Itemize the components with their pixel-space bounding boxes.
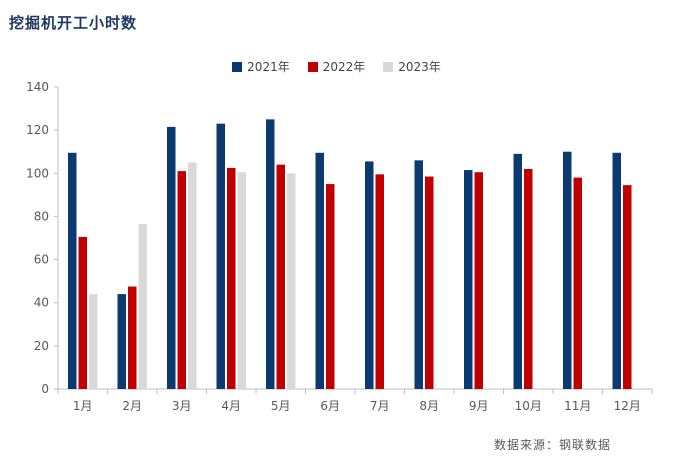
bar-2022年-2月 xyxy=(128,286,137,389)
y-tick-label: 80 xyxy=(34,209,49,223)
bar-2022年-4月 xyxy=(227,167,236,389)
x-tick-label: 3月 xyxy=(172,399,192,413)
bar-2022年-12月 xyxy=(623,185,632,389)
legend-item-2022: 2022年 xyxy=(307,58,366,75)
bar-2022年-3月 xyxy=(177,171,186,389)
bar-2021年-1月 xyxy=(68,152,77,389)
bar-2021年-11月 xyxy=(563,151,572,389)
bar-2021年-8月 xyxy=(414,160,423,389)
bar-2022年-5月 xyxy=(276,164,285,389)
x-tick-label: 5月 xyxy=(271,399,291,413)
bar-2022年-7月 xyxy=(375,174,384,389)
legend-swatch-2022 xyxy=(307,61,318,72)
bar-2021年-3月 xyxy=(167,126,176,390)
x-tick-label: 2月 xyxy=(122,399,142,413)
y-tick-label: 100 xyxy=(26,166,49,180)
bar-2022年-10月 xyxy=(524,168,533,389)
bar-2023年-5月 xyxy=(287,173,296,389)
x-tick-label: 4月 xyxy=(221,399,241,413)
legend-swatch-2021 xyxy=(232,61,243,72)
x-tick-label: 8月 xyxy=(419,399,439,413)
x-tick-label: 6月 xyxy=(320,399,340,413)
x-tick-label: 10月 xyxy=(515,399,542,413)
legend-label-2022: 2022年 xyxy=(322,60,366,74)
x-tick-label: 7月 xyxy=(370,399,390,413)
bar-2023年-4月 xyxy=(237,172,246,389)
y-tick-label: 60 xyxy=(34,253,49,267)
bar-2022年-8月 xyxy=(425,176,434,389)
bar-2023年-3月 xyxy=(188,162,197,389)
x-tick-label: 1月 xyxy=(73,399,93,413)
y-tick-label: 20 xyxy=(34,339,49,353)
x-tick-label: 12月 xyxy=(614,399,641,413)
chart-title: 挖掘机开工小时数 xyxy=(9,14,138,32)
y-tick-label: 140 xyxy=(26,80,49,94)
bar-2021年-4月 xyxy=(216,123,225,390)
legend: 2021年 2022年 2023年 xyxy=(0,58,673,75)
legend-label-2023: 2023年 xyxy=(398,60,441,74)
legend-swatch-2023 xyxy=(383,61,394,72)
bar-2021年-10月 xyxy=(513,153,522,389)
x-tick-label: 11月 xyxy=(564,399,591,413)
bar-2022年-6月 xyxy=(326,184,335,389)
legend-item-2021: 2021年 xyxy=(232,58,290,75)
bar-2023年-1月 xyxy=(89,294,98,389)
y-tick-label: 40 xyxy=(34,296,49,310)
bar-2021年-9月 xyxy=(464,170,473,389)
bar-2021年-6月 xyxy=(315,152,324,389)
source-note: 数据来源：钢联数据 xyxy=(493,438,611,452)
bar-2022年-1月 xyxy=(78,236,87,389)
y-tick-label: 0 xyxy=(41,382,49,396)
bar-2022年-9月 xyxy=(474,172,483,389)
x-tick-label: 9月 xyxy=(469,399,489,413)
legend-label-2021: 2021年 xyxy=(247,60,290,74)
bar-2021年-5月 xyxy=(266,119,275,389)
y-tick-label: 120 xyxy=(26,123,49,137)
legend-item-2023: 2023年 xyxy=(383,58,441,75)
bar-2021年-12月 xyxy=(612,152,621,389)
bar-2023年-2月 xyxy=(138,223,147,389)
bar-2022年-11月 xyxy=(573,177,582,389)
bar-2021年-7月 xyxy=(365,161,374,389)
bar-2021年-2月 xyxy=(117,294,126,389)
